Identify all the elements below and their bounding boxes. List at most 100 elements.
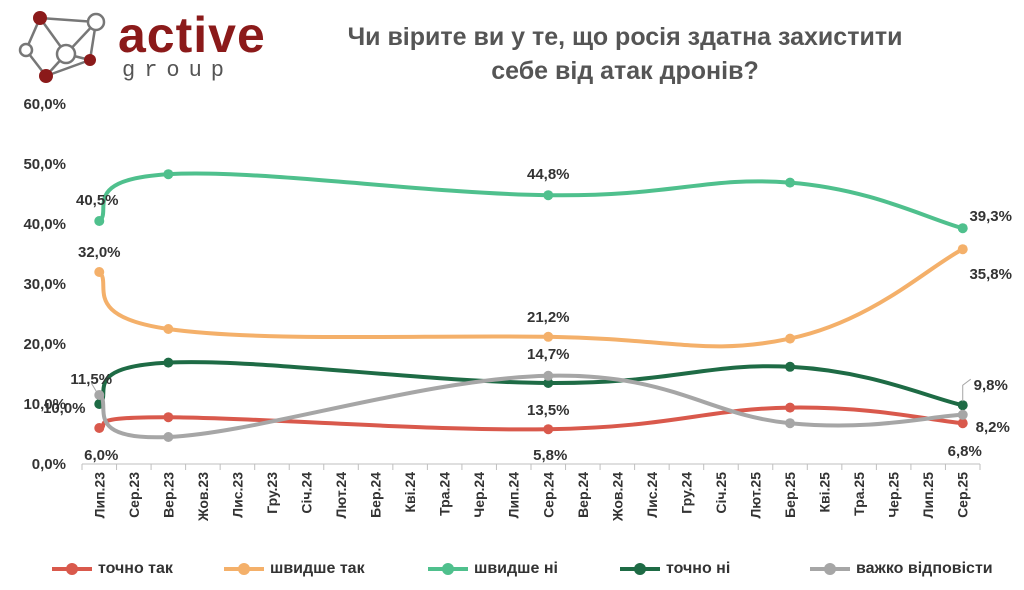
logo-wordmark: active: [118, 7, 266, 63]
label-leader-line: [90, 382, 98, 394]
x-tick-label: Січ.24: [299, 472, 315, 514]
data-point: [957, 223, 968, 234]
x-tick-label: Тра.24: [437, 472, 453, 516]
series-line: [97, 171, 965, 231]
legend-label: швидше так: [270, 560, 365, 577]
data-point: [163, 357, 174, 368]
x-tick-label: Жов.24: [609, 472, 625, 522]
legend-swatch: [52, 561, 92, 577]
line-chart: 0,0% 10,0% 20,0% 30,0% 40,0% 50,0% 60,0% Лип.23…: [23, 96, 1012, 522]
data-point: [957, 244, 968, 255]
data-point: [543, 370, 554, 381]
x-tick-label: Чер.24: [471, 472, 487, 518]
x-tick-label: Лис.24: [644, 472, 660, 518]
data-point: [543, 378, 554, 388]
y-tick-label: 20,0%: [23, 336, 66, 353]
data-point: [785, 177, 796, 188]
legend-item: швидше ні: [428, 560, 558, 578]
legend-item: швидше так: [224, 560, 365, 578]
data-label: 6,0%: [84, 447, 118, 464]
chart-title-line-2: себе від атак дронів?: [491, 57, 759, 85]
data-label: 9,8%: [974, 377, 1008, 394]
x-tick-label: Бер.24: [368, 472, 384, 518]
data-label: 40,5%: [76, 192, 119, 209]
y-tick-label: 0,0%: [32, 456, 66, 473]
data-label: 14,7%: [527, 346, 570, 363]
data-point: [957, 418, 968, 429]
data-point: [163, 324, 174, 334]
chart-title: Чи вірите ви у те, що росія здатна захис…: [300, 20, 950, 88]
x-tick-label: Чер.25: [886, 472, 902, 518]
x-tick-label: Вер.23: [160, 472, 176, 518]
data-label: 5,8%: [533, 447, 567, 464]
data-point: [543, 331, 554, 342]
data-point: [94, 423, 105, 433]
data-point: [94, 267, 105, 277]
data-point: [94, 390, 105, 400]
data-point: [163, 169, 174, 180]
label-leader-line: [962, 378, 972, 402]
x-tick-label: Кві.24: [402, 472, 418, 513]
data-label: 21,2%: [527, 309, 570, 326]
data-point: [163, 412, 174, 423]
x-tick-label: Лют.24: [333, 472, 349, 519]
data-point: [785, 333, 796, 344]
series-line: [97, 247, 965, 349]
data-label: 11,5%: [70, 371, 112, 388]
data-label: 13,5%: [527, 402, 570, 419]
legend-label: важко відповісти: [856, 560, 993, 577]
x-tick-label: Гру.24: [678, 472, 694, 514]
data-point: [785, 418, 796, 429]
data-point: [543, 424, 554, 435]
x-tick-label: Лип.23: [91, 472, 107, 519]
data-label: 8,2%: [976, 419, 1010, 436]
data-label: 10,0%: [43, 400, 86, 417]
legend-label: швидше ні: [474, 560, 558, 577]
y-tick-label: 50,0%: [23, 156, 66, 173]
x-tick-label: Лис.23: [229, 472, 245, 518]
legend-swatch: [428, 561, 468, 577]
legend-swatch: [620, 561, 660, 577]
y-tick-label: 60,0%: [23, 96, 66, 113]
data-label: 32,0%: [78, 244, 121, 261]
data-point: [785, 361, 796, 372]
legend-label: точно так: [98, 560, 173, 577]
x-tick-label: Жов.23: [195, 472, 211, 522]
x-tick-label: Кві.25: [817, 472, 833, 513]
legend-item: важко відповісти: [810, 560, 993, 578]
data-label: 39,3%: [969, 208, 1012, 225]
x-tick-label: Гру.23: [264, 472, 280, 514]
x-tick-label: Тра.25: [851, 472, 867, 516]
legend-swatch: [224, 561, 264, 577]
logo-subtitle: group: [122, 58, 234, 83]
series-line: [97, 360, 965, 408]
x-tick-label: Лип.24: [506, 472, 522, 519]
x-tick-label: Січ.25: [713, 472, 729, 514]
y-tick-label: 10,0%: [23, 396, 66, 413]
data-point: [94, 216, 105, 226]
legend-label: точно ні: [666, 560, 731, 577]
y-tick-label: 30,0%: [23, 276, 66, 293]
data-label: 35,8%: [969, 266, 1012, 283]
x-tick-label: Сер.23: [126, 472, 142, 518]
legend-item: точно ні: [620, 560, 730, 578]
legend-item: точно так: [52, 560, 173, 578]
x-tick-label: Лют.25: [748, 472, 764, 519]
x-tick-label: Вер.24: [575, 472, 591, 518]
x-tick-label: Лип.25: [920, 472, 936, 519]
data-point: [785, 402, 796, 413]
chart-legend: точно так швидше так швидше ні точно ні важк…: [0, 560, 1024, 586]
data-label: 6,8%: [948, 443, 982, 460]
x-tick-label: Сер.24: [540, 472, 556, 518]
x-tick-label: Бер.25: [782, 472, 798, 518]
x-tick-label: Сер.25: [955, 472, 971, 518]
data-point: [957, 409, 968, 420]
logo-network-icon: [18, 11, 106, 83]
data-point: [543, 190, 554, 201]
data-point: [957, 400, 968, 411]
chart-title-line-1: Чи вірите ви у те, що росія здатна захис…: [347, 23, 903, 51]
data-label: 44,8%: [527, 166, 570, 183]
legend-swatch: [810, 561, 850, 577]
data-point: [163, 432, 174, 442]
y-tick-label: 40,0%: [23, 216, 66, 233]
